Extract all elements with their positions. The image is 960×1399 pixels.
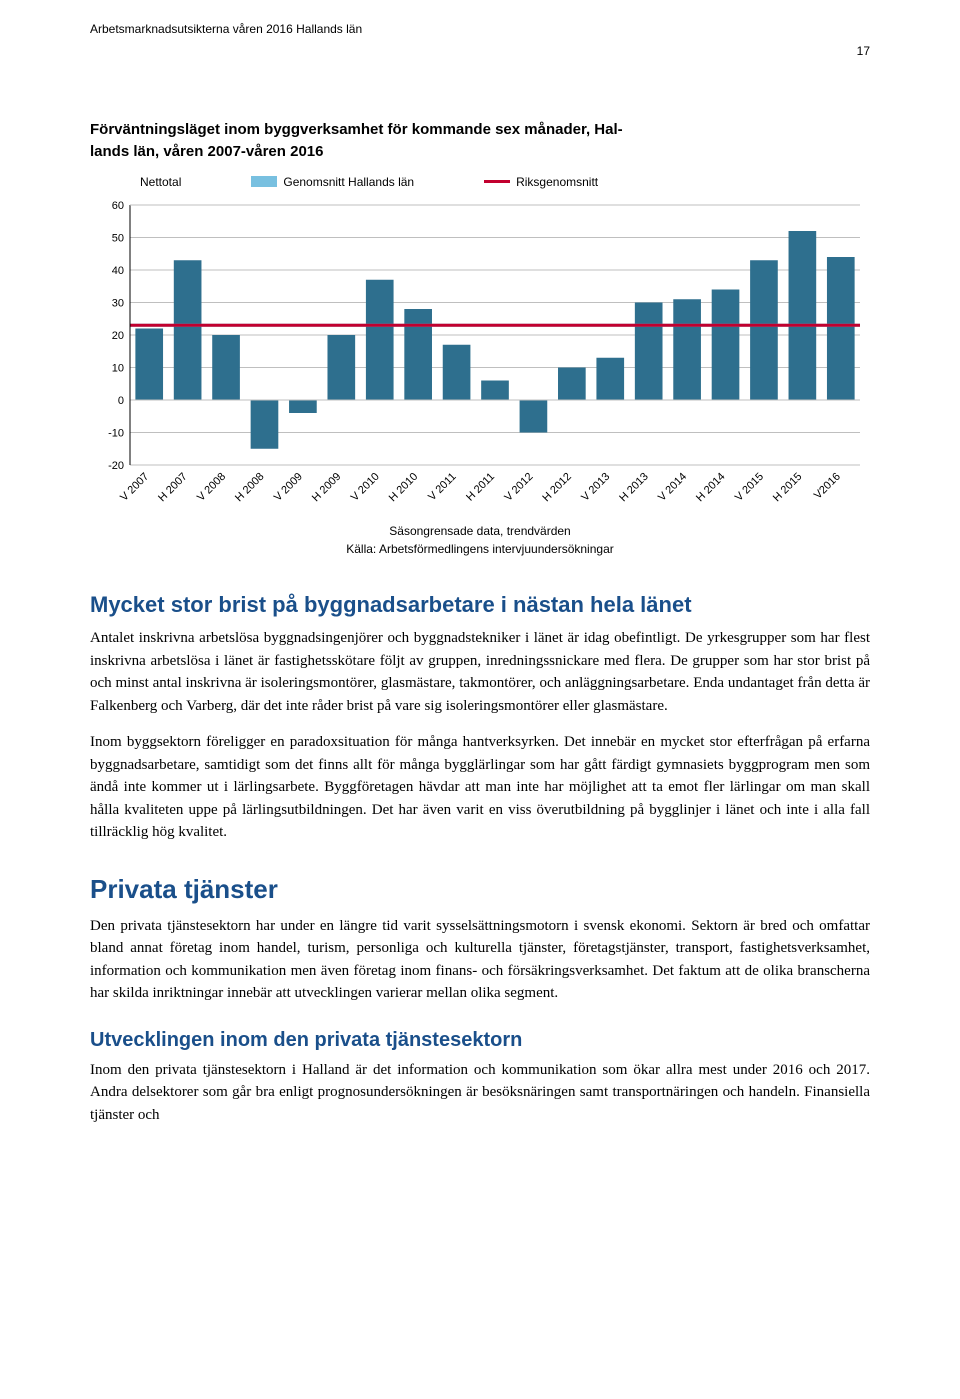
section1-title: Mycket stor brist på byggnadsarbetare i … bbox=[90, 588, 870, 621]
chart-svg-wrap: -20-100102030405060V 2007H 2007V 2008H 2… bbox=[90, 195, 870, 523]
legend-swatch-riks bbox=[484, 180, 510, 183]
svg-text:-20: -20 bbox=[108, 460, 124, 472]
svg-text:V 2007: V 2007 bbox=[118, 470, 151, 503]
svg-text:H 2009: H 2009 bbox=[310, 470, 344, 504]
svg-text:H 2008: H 2008 bbox=[233, 470, 267, 504]
chart-source-line2: Källa: Arbetsförmedlingens intervjuunder… bbox=[90, 540, 870, 558]
section1-p1: Antalet inskrivna arbetslösa byggnadsing… bbox=[90, 627, 870, 717]
svg-text:V 2013: V 2013 bbox=[579, 470, 612, 503]
svg-text:H 2010: H 2010 bbox=[387, 470, 421, 504]
section1-p2: Inom byggsektorn föreligger en paradoxsi… bbox=[90, 731, 870, 844]
chart-legend: Nettotal Genomsnitt Hallands län Riksgen… bbox=[90, 173, 870, 191]
svg-text:V 2014: V 2014 bbox=[656, 470, 689, 503]
svg-text:10: 10 bbox=[112, 362, 124, 374]
svg-text:H 2014: H 2014 bbox=[694, 470, 728, 504]
chart-title-line1: Förväntningsläget inom byggverksamhet fö… bbox=[90, 120, 870, 140]
chart-source: Säsongrensade data, trendvärden Källa: A… bbox=[90, 522, 870, 558]
page-number: 17 bbox=[90, 42, 870, 60]
svg-text:60: 60 bbox=[112, 200, 124, 212]
svg-text:V 2009: V 2009 bbox=[272, 470, 305, 503]
chart-source-line1: Säsongrensade data, trendvärden bbox=[90, 522, 870, 540]
svg-text:H 2007: H 2007 bbox=[156, 470, 190, 504]
section3-title: Utvecklingen inom den privata tjänstesek… bbox=[90, 1025, 870, 1055]
section2-p1: Den privata tjänstesektorn har under en … bbox=[90, 915, 870, 1005]
svg-text:H 2011: H 2011 bbox=[464, 470, 497, 503]
legend-nettotal-label: Nettotal bbox=[140, 173, 181, 191]
running-header: Arbetsmarknadsutsikterna våren 2016 Hall… bbox=[90, 20, 870, 38]
svg-text:H 2015: H 2015 bbox=[771, 470, 805, 504]
svg-text:20: 20 bbox=[112, 330, 124, 342]
legend-genomsnitt: Genomsnitt Hallands län bbox=[251, 173, 414, 191]
svg-text:50: 50 bbox=[112, 232, 124, 244]
legend-nettotal: Nettotal bbox=[140, 173, 181, 191]
chart-container: Nettotal Genomsnitt Hallands län Riksgen… bbox=[90, 173, 870, 559]
svg-text:0: 0 bbox=[118, 395, 124, 407]
svg-text:V 2015: V 2015 bbox=[733, 470, 766, 503]
legend-riks-label: Riksgenomsnitt bbox=[516, 173, 598, 191]
section2-title: Privata tjänster bbox=[90, 870, 870, 909]
svg-text:V 2010: V 2010 bbox=[349, 470, 382, 503]
svg-text:V 2011: V 2011 bbox=[426, 470, 459, 503]
legend-riks: Riksgenomsnitt bbox=[484, 173, 598, 191]
svg-text:40: 40 bbox=[112, 265, 124, 277]
svg-text:V 2008: V 2008 bbox=[195, 470, 228, 503]
legend-swatch-halland bbox=[251, 176, 277, 187]
svg-text:V 2012: V 2012 bbox=[502, 470, 535, 503]
svg-text:30: 30 bbox=[112, 297, 124, 309]
section3-p1: Inom den privata tjänstesektorn i Hallan… bbox=[90, 1059, 870, 1127]
legend-genomsnitt-label: Genomsnitt Hallands län bbox=[283, 173, 414, 191]
svg-text:-10: -10 bbox=[108, 427, 124, 439]
svg-text:H 2013: H 2013 bbox=[617, 470, 651, 504]
chart-title: Förväntningsläget inom byggverksamhet fö… bbox=[90, 120, 870, 163]
bar-chart: -20-100102030405060V 2007H 2007V 2008H 2… bbox=[90, 195, 870, 515]
svg-text:H 2012: H 2012 bbox=[540, 470, 574, 504]
chart-title-line2: lands län, våren 2007-våren 2016 bbox=[90, 142, 870, 162]
svg-text:V2016: V2016 bbox=[812, 470, 843, 501]
